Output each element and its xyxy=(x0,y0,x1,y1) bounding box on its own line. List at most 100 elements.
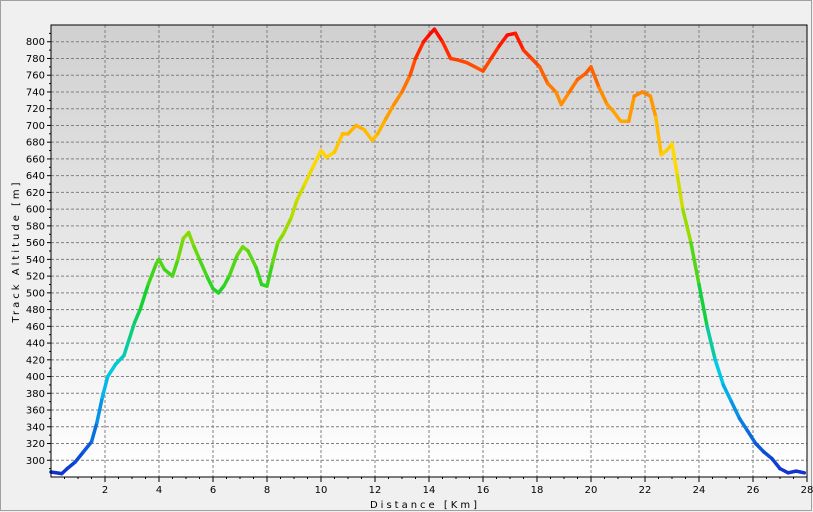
altitude-segment xyxy=(132,307,142,324)
axis-ticks xyxy=(47,32,808,482)
altitude-segment xyxy=(392,90,404,107)
altitude-segment xyxy=(567,77,580,94)
y-axis-title: Track Altitude [m] xyxy=(11,179,22,323)
x-tick-label: 28 xyxy=(801,485,813,496)
altitude-segment xyxy=(186,230,196,249)
altitude-segment xyxy=(675,173,685,211)
altitude-segment xyxy=(89,420,99,444)
altitude-segment xyxy=(681,207,693,245)
altitude-segment xyxy=(489,44,501,61)
altitude-segment xyxy=(559,90,572,107)
altitude-series-line xyxy=(49,27,807,476)
y-tick-label: 680 xyxy=(26,138,45,149)
altitude-segment xyxy=(753,441,766,454)
altitude-segment xyxy=(311,148,323,170)
altitude-segment xyxy=(170,257,180,278)
altitude-segment xyxy=(705,324,717,362)
y-tick-label: 380 xyxy=(26,389,45,400)
altitude-segment xyxy=(197,257,210,280)
y-tick-label: 300 xyxy=(26,456,45,467)
altitude-segment xyxy=(729,399,742,421)
y-tick-label: 620 xyxy=(26,188,45,199)
altitude-segment xyxy=(362,127,375,143)
altitude-segment xyxy=(81,440,94,454)
y-tick-label: 320 xyxy=(26,439,45,450)
altitude-segment xyxy=(105,362,118,379)
x-tick-label: 6 xyxy=(210,485,216,496)
y-tick-label: 720 xyxy=(26,104,45,115)
y-tick-label: 500 xyxy=(26,288,45,299)
x-tick-labels: 2 4 6 8 10 12 14 16 18 20 22 24 26 28 xyxy=(102,485,813,496)
y-tick-label: 460 xyxy=(26,322,45,333)
altitude-segment xyxy=(95,395,105,425)
x-tick-label: 10 xyxy=(315,485,328,496)
altitude-segment xyxy=(157,257,167,272)
x-tick-label: 26 xyxy=(747,485,760,496)
altitude-segment xyxy=(737,416,750,433)
y-tick-label: 760 xyxy=(26,71,45,82)
x-tick-label: 2 xyxy=(102,485,108,496)
y-tick-label: 600 xyxy=(26,205,45,216)
altitude-segment xyxy=(610,108,623,124)
altitude-segment xyxy=(246,249,258,270)
altitude-segment xyxy=(648,94,658,119)
altitude-segment xyxy=(289,199,299,220)
y-tick-labels: 300 320 340 360 380 400 420 440 460 480 500 520 540 5… xyxy=(26,37,45,467)
y-tick-label: 580 xyxy=(26,221,45,232)
altitude-segment xyxy=(481,56,493,73)
altitude-segment xyxy=(100,374,110,400)
altitude-segment xyxy=(176,236,186,262)
y-tick-label: 660 xyxy=(26,154,45,165)
x-tick-label: 22 xyxy=(639,485,652,496)
x-tick-label: 4 xyxy=(156,485,162,496)
altitude-segment xyxy=(497,33,510,48)
x-tick-label: 8 xyxy=(264,485,270,496)
altitude-segment xyxy=(589,65,601,90)
altitude-segment xyxy=(721,383,734,404)
x-axis-title: Distance [Km] xyxy=(370,500,480,511)
y-tick-label: 420 xyxy=(26,355,45,366)
altitude-segment xyxy=(408,56,418,77)
altitude-segment xyxy=(114,353,126,366)
y-tick-label: 780 xyxy=(26,54,45,65)
altitude-segment xyxy=(529,56,542,69)
altitude-segment xyxy=(654,115,663,157)
altitude-segment xyxy=(762,450,774,461)
altitude-segment xyxy=(127,320,137,341)
altitude-segment xyxy=(413,39,426,61)
altitude-segment xyxy=(73,450,86,464)
altitude-segment xyxy=(294,182,307,203)
altitude-segment xyxy=(794,469,807,475)
altitude-segment xyxy=(281,215,294,237)
y-tick-label: 700 xyxy=(26,121,45,132)
altitude-segment xyxy=(400,73,412,94)
altitude-segment xyxy=(670,142,680,178)
y-tick-label: 440 xyxy=(26,339,45,350)
altitude-segment xyxy=(222,274,231,288)
x-tick-label: 18 xyxy=(531,485,544,496)
altitude-segment xyxy=(254,265,264,287)
altitude-segment xyxy=(546,81,558,94)
y-tick-label: 360 xyxy=(26,406,45,417)
altitude-segment xyxy=(65,460,78,471)
y-tick-label: 520 xyxy=(26,272,45,283)
altitude-segment xyxy=(521,48,534,61)
altitude-segment xyxy=(227,253,240,278)
altitude-segment xyxy=(122,337,132,358)
y-tick-label: 480 xyxy=(26,305,45,316)
y-tick-label: 740 xyxy=(26,87,45,98)
altitude-segment xyxy=(770,456,782,471)
altitude-segment xyxy=(689,240,701,287)
altitude-segment xyxy=(332,132,345,154)
altitude-segment xyxy=(432,27,445,44)
altitude-segment xyxy=(270,240,280,266)
altitude-segment xyxy=(192,245,202,262)
altitude-segment xyxy=(713,358,726,387)
altitude-segment xyxy=(375,116,388,136)
y-tick-label: 400 xyxy=(26,372,45,383)
altitude-segment xyxy=(554,90,564,107)
altitude-segment xyxy=(303,165,315,186)
y-tick-label: 640 xyxy=(26,171,45,182)
y-tick-label: 800 xyxy=(26,37,45,48)
altitude-segment xyxy=(513,31,526,52)
